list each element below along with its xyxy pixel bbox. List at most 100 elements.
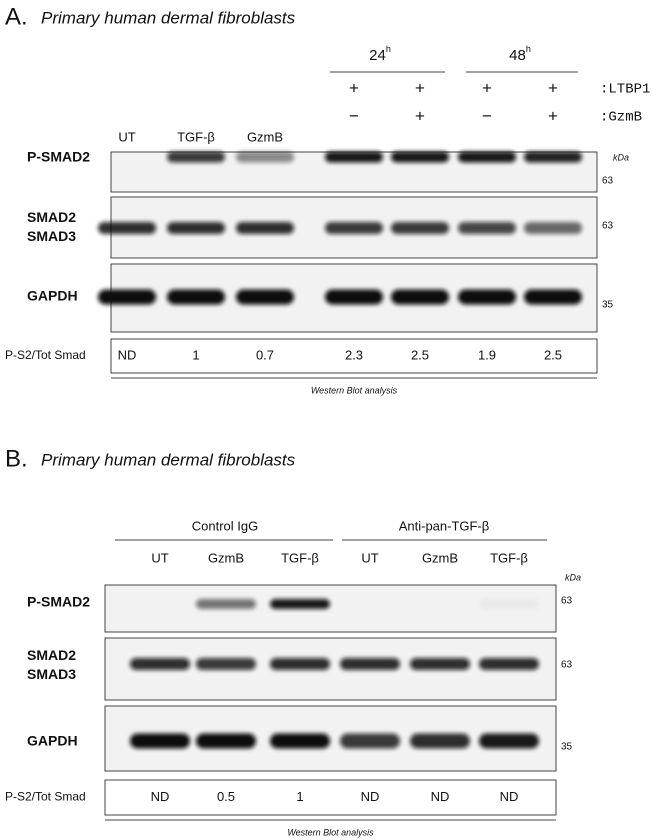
band (270, 733, 330, 749)
footer: Western Blot analysis (311, 385, 398, 395)
band (479, 658, 539, 670)
quant-value: 0.5 (217, 789, 235, 804)
band (325, 289, 383, 305)
panel-title: Primary human dermal fibroblasts (41, 8, 296, 27)
row-label: GAPDH (27, 288, 78, 304)
band (391, 289, 449, 305)
band (98, 289, 156, 305)
lane-label: GzmB (247, 129, 283, 144)
band (270, 599, 330, 609)
treatment-sign: + (349, 78, 359, 97)
treatment-row: :LTBP1 (600, 82, 650, 98)
lane-label: GzmB (422, 550, 458, 565)
treatment-sign: + (548, 106, 558, 125)
quant-label: P-S2/Tot Smad (5, 790, 86, 804)
time-unit: h (526, 44, 531, 54)
quant-value: ND (118, 347, 137, 362)
blot-frame (104, 779, 557, 816)
group-label: Control IgG (192, 518, 258, 533)
band (325, 151, 383, 163)
quant-value: 2.5 (411, 347, 429, 362)
panel-label: A. (5, 3, 28, 30)
time-group: 24h (369, 44, 391, 64)
quant-value: 1 (296, 789, 303, 804)
lane-label: TGF-β (490, 550, 528, 565)
band (458, 151, 516, 163)
time-value: 48 (509, 47, 526, 64)
band (236, 222, 294, 234)
quant-value: ND (361, 789, 380, 804)
treatment-sign: − (349, 106, 359, 125)
quant-value: 0.7 (256, 347, 274, 362)
quant-value: 1 (192, 347, 199, 362)
lane-label: GzmB (208, 550, 244, 565)
row-label: SMAD2 (27, 209, 76, 225)
band (130, 658, 190, 670)
time-unit: h (386, 44, 391, 54)
band (391, 151, 449, 163)
band (479, 733, 539, 749)
band (196, 733, 256, 749)
treatment-sign: + (482, 78, 492, 97)
mw-marker: 35 (561, 742, 573, 753)
band (410, 733, 470, 749)
treatment-sign: − (482, 106, 492, 125)
band (196, 599, 256, 609)
quant-value: ND (151, 789, 170, 804)
lane-label: TGF-β (177, 129, 215, 144)
mw-marker: 35 (602, 300, 614, 311)
band (410, 658, 470, 670)
footer: Western Blot analysis (287, 827, 374, 837)
treatment-row: :GzmB (600, 110, 642, 126)
row-label: SMAD3 (27, 228, 76, 244)
lane-label: UT (151, 550, 168, 565)
band (458, 222, 516, 234)
quant-label: P-S2/Tot Smad (5, 348, 86, 362)
quant-value: 1.9 (478, 347, 496, 362)
row-label: P-SMAD2 (27, 149, 90, 165)
time-value: 24 (369, 47, 386, 64)
lane-label: TGF-β (281, 550, 319, 565)
band (270, 658, 330, 670)
blot-frame (104, 584, 557, 633)
band (236, 289, 294, 305)
band (196, 658, 256, 670)
band (167, 151, 225, 163)
mw-marker: 63 (602, 221, 614, 232)
lane-label: UT (361, 550, 378, 565)
mw-marker: 63 (561, 596, 573, 607)
band (325, 222, 383, 234)
band (479, 599, 539, 609)
band (167, 289, 225, 305)
band (391, 222, 449, 234)
band (98, 222, 156, 234)
mw-marker: 63 (561, 660, 573, 671)
band (458, 289, 516, 305)
band (167, 222, 225, 234)
row-label: SMAD3 (27, 666, 76, 682)
treatment-sign: + (415, 106, 425, 125)
band (524, 222, 582, 234)
row-label: GAPDH (27, 733, 78, 749)
band (130, 733, 190, 749)
band (340, 733, 400, 749)
kda-label: kDa (613, 152, 629, 162)
band (236, 151, 294, 163)
band (340, 658, 400, 670)
band (524, 289, 582, 305)
quant-value: ND (500, 789, 519, 804)
lane-label: UT (118, 129, 135, 144)
quant-value: 2.3 (345, 347, 363, 362)
quant-value: ND (431, 789, 450, 804)
time-group: 48h (509, 44, 531, 64)
band (524, 151, 582, 163)
treatment-sign: + (415, 78, 425, 97)
row-label: SMAD2 (27, 647, 76, 663)
mw-marker: 63 (602, 176, 614, 187)
panel-label: B. (5, 445, 28, 472)
blot-frame (110, 338, 598, 374)
quant-value: 2.5 (544, 347, 562, 362)
row-label: P-SMAD2 (27, 594, 90, 610)
group-label: Anti-pan-TGF-β (399, 518, 490, 533)
